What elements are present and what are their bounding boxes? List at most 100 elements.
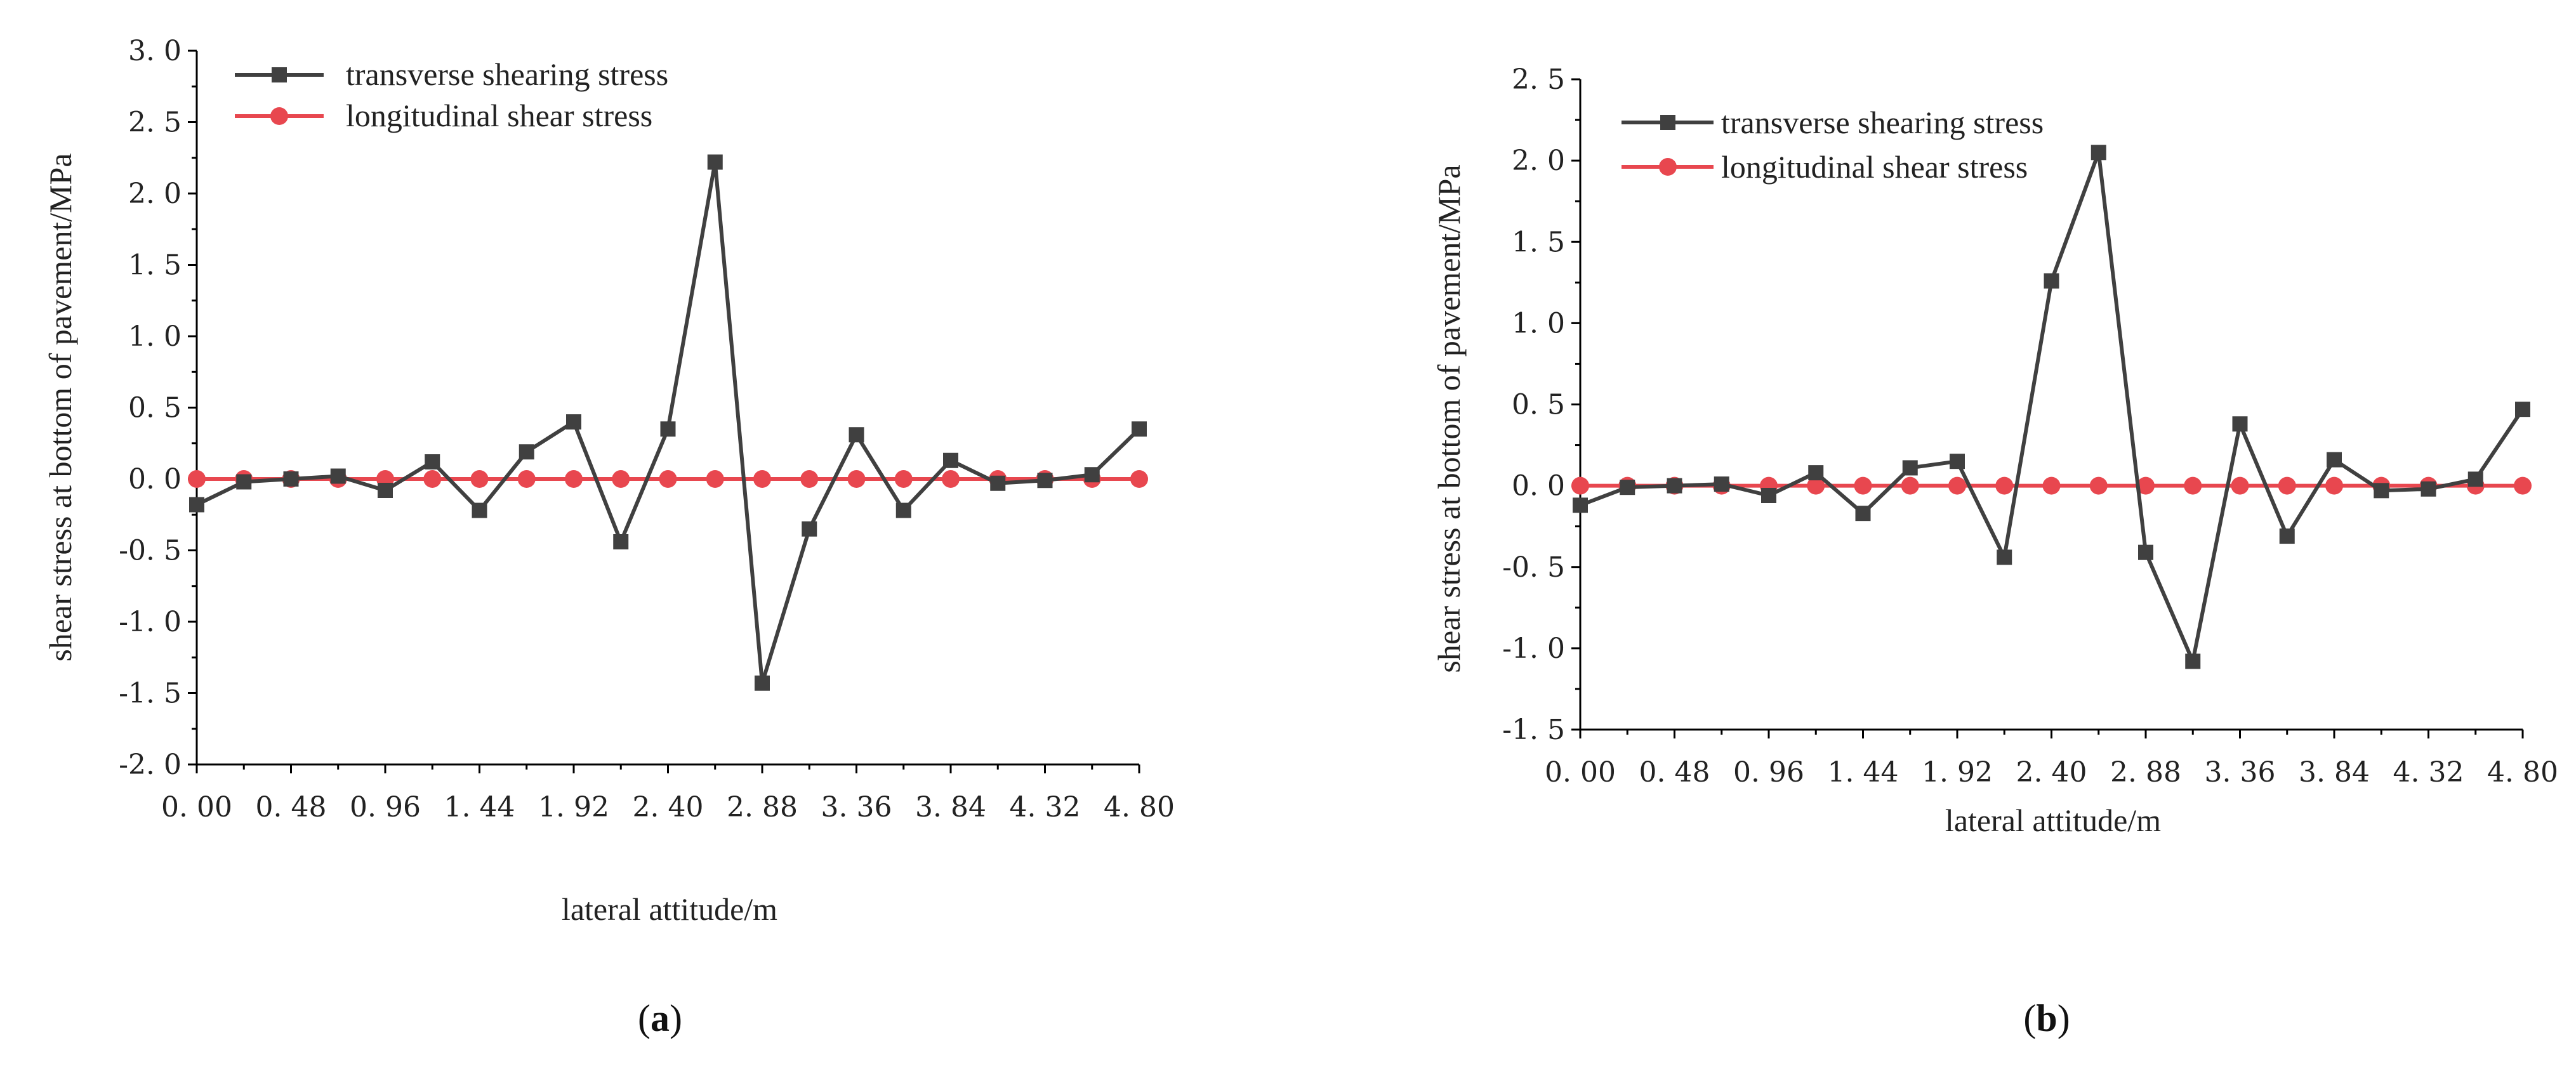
legend-b-transverse-marker — [1660, 115, 1675, 130]
chart-a-x-tick-label: 3. 84 — [915, 791, 986, 823]
chart-a-transverse-point — [519, 444, 534, 460]
chart-a-longitudinal-point — [612, 470, 630, 488]
chart-b-longitudinal-point — [1995, 476, 2014, 495]
chart-b-transverse-point — [1714, 476, 1729, 492]
chart-b-transverse-point — [2138, 544, 2153, 560]
chart-a-transverse-point — [802, 521, 817, 537]
chart-b-longitudinal-point — [2137, 476, 2155, 495]
chart-b-x-tick-label: 2. 40 — [2016, 756, 2087, 789]
chart-a-plot-area — [188, 154, 1148, 691]
chart-a-y-tick-label: -1. 0 — [119, 606, 182, 638]
chart-b-transverse-point — [2044, 273, 2059, 289]
chart-a-longitudinal-point — [517, 470, 536, 488]
chart-b-x-tick-label: 1. 92 — [1922, 756, 1993, 789]
chart-b-transverse-point — [2091, 145, 2106, 161]
legend-a-longitudinal-label: longitudinal shear stress — [346, 98, 652, 133]
chart-a-x-tick-label: 1. 92 — [538, 791, 609, 823]
chart-a-transverse-point — [236, 474, 252, 490]
legend-b-transverse-label: transverse shearing stress — [1721, 105, 2044, 140]
chart-a-x-tick-label: 0. 48 — [256, 791, 327, 823]
chart-b-transverse-point — [1997, 549, 2012, 565]
chart-a-caption: (a) — [638, 997, 682, 1039]
chart-a-transverse-point — [849, 427, 864, 443]
chart-a-x-tick-label: 4. 80 — [1104, 791, 1175, 823]
chart-a-longitudinal-point — [942, 470, 960, 488]
chart-b-plot-area — [1571, 145, 2532, 669]
chart-b-x-tick-label: 0. 48 — [1639, 756, 1710, 789]
chart-a-x-tick-label: 3. 36 — [821, 791, 892, 823]
chart-a-longitudinal-point — [188, 470, 206, 488]
chart-a-legend: transverse shearing stress longitudinal … — [235, 56, 668, 133]
legend-b-longitudinal-marker — [1659, 158, 1677, 176]
chart-a-transverse-point — [613, 534, 629, 549]
chart-a-transverse-point — [189, 497, 204, 513]
chart-b-longitudinal-point — [1854, 476, 1872, 495]
chart-b-longitudinal-point — [1948, 476, 1966, 495]
chart-b-y-tick-label: -0. 5 — [1502, 551, 1565, 584]
chart-a-x-tick-label: 1. 44 — [444, 791, 515, 823]
chart-b-transverse-point — [2374, 483, 2389, 499]
chart-b-x-tick-label: 0. 00 — [1545, 756, 1616, 789]
chart-a-transverse-point — [660, 421, 676, 437]
chart-a-y-tick-label: 0. 0 — [128, 463, 182, 495]
chart-b-x-tick-label: 2. 88 — [2110, 756, 2181, 789]
chart-a-y-tick-label: 1. 0 — [128, 320, 182, 353]
chart-b-y-tick-label: -1. 0 — [1502, 633, 1565, 665]
chart-b-y-tick-label: 1. 5 — [1512, 226, 1565, 258]
chart-b-transverse-point — [1808, 465, 1824, 481]
chart-b-transverse-point — [2515, 402, 2530, 417]
chart-b-x-tick-label: 4. 32 — [2393, 756, 2464, 789]
chart-a-transverse-point — [895, 502, 911, 518]
chart-b-y-tick-label: 1. 0 — [1512, 307, 1565, 339]
chart-b-transverse-point — [1620, 480, 1635, 495]
chart-b-transverse-point — [1667, 478, 1682, 494]
chart-a-transverse-point — [283, 471, 299, 487]
chart-a-longitudinal-point — [753, 470, 771, 488]
chart-b-longitudinal-point — [2089, 476, 2108, 495]
chart-a-y-tick-label: 1. 5 — [128, 249, 182, 282]
chart-b-longitudinal-point — [2042, 476, 2061, 495]
chart-b-y-ticks: -1. 5 -1. 0 -0. 5 0. 0 0. 5 1. 0 1. 5 2. 0 2. 5 — [1502, 63, 1580, 746]
chart-b-x-tick-label: 3. 84 — [2299, 756, 2370, 789]
chart-a-transverse-point — [755, 675, 770, 691]
chart-a-longitudinal-point — [847, 470, 866, 488]
chart-b-transverse-point — [2467, 471, 2483, 487]
chart-a-longitudinal-point — [1130, 470, 1148, 488]
chart-a-transverse-point — [1037, 473, 1053, 489]
chart-a-x-tick-label: 2. 88 — [727, 791, 798, 823]
chart-b: -1. 5-1. 0-0. 50. 00. 51. 01. 52. 02. 5 … — [1431, 63, 2558, 1039]
chart-a-y-tick-label: 2. 5 — [128, 107, 182, 139]
chart-b-transverse-point — [1855, 506, 1871, 521]
chart-b-x-ticks: 0. 00 0. 48 0. 96 1. 44 1. 92 2. 40 2. 88 3. 36… — [1545, 730, 2558, 789]
chart-b-y-tick-label: 0. 0 — [1512, 470, 1565, 502]
chart-a-longitudinal-point — [800, 470, 819, 488]
chart-b-caption: (b) — [2023, 997, 2070, 1039]
chart-b-longitudinal-point — [2325, 476, 2343, 495]
chart-a-y-tick-label: -2. 0 — [119, 749, 182, 781]
chart-a-longitudinal-point — [565, 470, 583, 488]
chart-b-y-tick-label: 2. 0 — [1512, 145, 1565, 177]
chart-b-x-axis-label: lateral attitude/m — [1945, 803, 2161, 838]
chart-a-y-ticks: -2. 0 -1. 5 -1. 0 -0. 5 0. 0 0. 5 1. 0 1. 5 2. 0… — [119, 35, 197, 781]
chart-a-transverse-point — [990, 475, 1006, 491]
chart-a-y-tick-label: 2. 0 — [128, 178, 182, 210]
chart-a-longitudinal-point — [706, 470, 724, 488]
chart-b-x-tick-label: 0. 96 — [1733, 756, 1804, 789]
chart-a-transverse-point — [566, 414, 581, 430]
chart-b-transverse-point — [1761, 488, 1776, 503]
chart-a-y-tick-label: -0. 5 — [119, 535, 182, 567]
chart-b-longitudinal-point — [2184, 476, 2202, 495]
chart-b-x-tick-label: 3. 36 — [2205, 756, 2276, 789]
legend-b-longitudinal-label: longitudinal shear stress — [1721, 149, 2028, 185]
chart-a: -2. 0 -1. 5 -1. 0 -0. 5 0. 0 0. 5 1. 0 1. 5 2. 0… — [43, 35, 1175, 1039]
chart-a-y-axis-label: shear stress at bottom of pavement/MPa — [43, 153, 78, 661]
chart-a-x-tick-label: 4. 32 — [1010, 791, 1081, 823]
chart-a-transverse-point — [330, 468, 346, 484]
chart-b-transverse-point — [1950, 454, 1965, 469]
chart-a-x-tick-label: 0. 96 — [350, 791, 421, 823]
chart-b-transverse-point — [2185, 653, 2201, 669]
chart-a-x-tick-label: 0. 00 — [161, 791, 232, 823]
chart-b-y-tick-label: 2. 5 — [1512, 63, 1565, 96]
chart-a-x-axis-label: lateral attitude/m — [562, 891, 777, 927]
chart-b-longitudinal-point — [2231, 476, 2249, 495]
